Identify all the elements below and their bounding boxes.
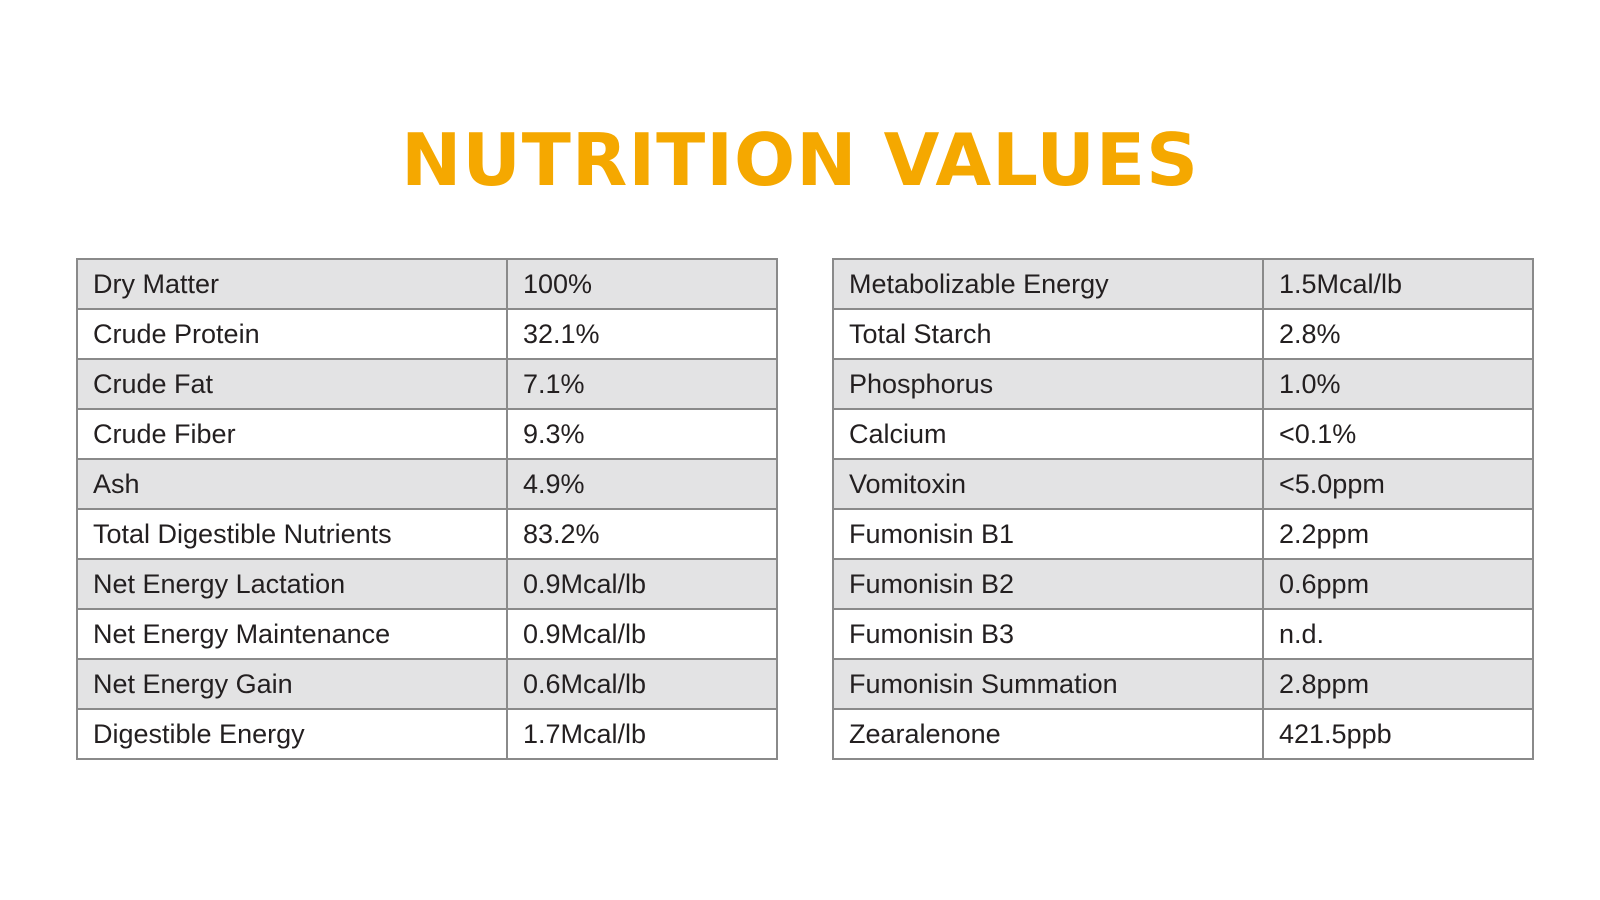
table-row: Total Starch 2.8% xyxy=(832,308,1534,360)
nutrient-value: <0.1% xyxy=(1262,408,1534,460)
nutrient-value: 1.0% xyxy=(1262,358,1534,410)
table-row: Digestible Energy 1.7Mcal/lb xyxy=(76,708,778,760)
nutrient-label: Crude Fat xyxy=(76,358,508,410)
nutrient-value: 1.5Mcal/lb xyxy=(1262,258,1534,310)
nutrient-value: 32.1% xyxy=(506,308,778,360)
page-title: NUTRITION VALUES xyxy=(401,118,1199,202)
nutrient-label: Fumonisin B3 xyxy=(832,608,1264,660)
nutrient-value: 421.5ppb xyxy=(1262,708,1534,760)
table-row: Vomitoxin <5.0ppm xyxy=(832,458,1534,510)
nutrient-value: 2.8ppm xyxy=(1262,658,1534,710)
table-row: Net Energy Maintenance 0.9Mcal/lb xyxy=(76,608,778,660)
nutrient-value: 100% xyxy=(506,258,778,310)
nutrient-label: Fumonisin Summation xyxy=(832,658,1264,710)
nutrition-table-left: Dry Matter 100% Crude Protein 32.1% Crude Fa… xyxy=(76,258,778,760)
nutrient-label: Total Starch xyxy=(832,308,1264,360)
table-row: Calcium <0.1% xyxy=(832,408,1534,460)
nutrient-value: n.d. xyxy=(1262,608,1534,660)
nutrient-value: 0.6Mcal/lb xyxy=(506,658,778,710)
table-row: Fumonisin B1 2.2ppm xyxy=(832,508,1534,560)
table-row: Zearalenone 421.5ppb xyxy=(832,708,1534,760)
nutrient-value: 1.7Mcal/lb xyxy=(506,708,778,760)
table-row: Fumonisin Summation 2.8ppm xyxy=(832,658,1534,710)
table-row: Phosphorus 1.0% xyxy=(832,358,1534,410)
nutrient-label: Crude Fiber xyxy=(76,408,508,460)
nutrient-label: Fumonisin B2 xyxy=(832,558,1264,610)
nutrient-label: Net Energy Gain xyxy=(76,658,508,710)
table-row: Crude Fiber 9.3% xyxy=(76,408,778,460)
nutrient-label: Phosphorus xyxy=(832,358,1264,410)
nutrient-label: Total Digestible Nutrients xyxy=(76,508,508,560)
nutrient-label: Fumonisin B1 xyxy=(832,508,1264,560)
nutrient-value: 2.8% xyxy=(1262,308,1534,360)
nutrient-value: 0.9Mcal/lb xyxy=(506,608,778,660)
nutrient-value: 4.9% xyxy=(506,458,778,510)
nutrient-value: <5.0ppm xyxy=(1262,458,1534,510)
table-row: Fumonisin B2 0.6ppm xyxy=(832,558,1534,610)
nutrient-value: 83.2% xyxy=(506,508,778,560)
nutrient-label: Calcium xyxy=(832,408,1264,460)
nutrient-value: 7.1% xyxy=(506,358,778,410)
nutrient-label: Vomitoxin xyxy=(832,458,1264,510)
table-row: Crude Fat 7.1% xyxy=(76,358,778,410)
nutrition-table-right: Metabolizable Energy 1.5Mcal/lb Total Star… xyxy=(832,258,1534,760)
nutrient-value: 0.6ppm xyxy=(1262,558,1534,610)
table-row: Metabolizable Energy 1.5Mcal/lb xyxy=(832,258,1534,310)
table-row: Net Energy Lactation 0.9Mcal/lb xyxy=(76,558,778,610)
nutrient-value: 9.3% xyxy=(506,408,778,460)
nutrient-label: Crude Protein xyxy=(76,308,508,360)
nutrient-label: Net Energy Lactation xyxy=(76,558,508,610)
table-row: Ash 4.9% xyxy=(76,458,778,510)
table-row: Dry Matter 100% xyxy=(76,258,778,310)
table-row: Total Digestible Nutrients 83.2% xyxy=(76,508,778,560)
nutrient-label: Net Energy Maintenance xyxy=(76,608,508,660)
table-row: Net Energy Gain 0.6Mcal/lb xyxy=(76,658,778,710)
table-row: Fumonisin B3 n.d. xyxy=(832,608,1534,660)
table-row: Crude Protein 32.1% xyxy=(76,308,778,360)
nutrient-label: Dry Matter xyxy=(76,258,508,310)
nutrient-label: Zearalenone xyxy=(832,708,1264,760)
nutrient-label: Ash xyxy=(76,458,508,510)
nutrient-label: Metabolizable Energy xyxy=(832,258,1264,310)
nutrient-value: 0.9Mcal/lb xyxy=(506,558,778,610)
nutrient-value: 2.2ppm xyxy=(1262,508,1534,560)
nutrient-label: Digestible Energy xyxy=(76,708,508,760)
